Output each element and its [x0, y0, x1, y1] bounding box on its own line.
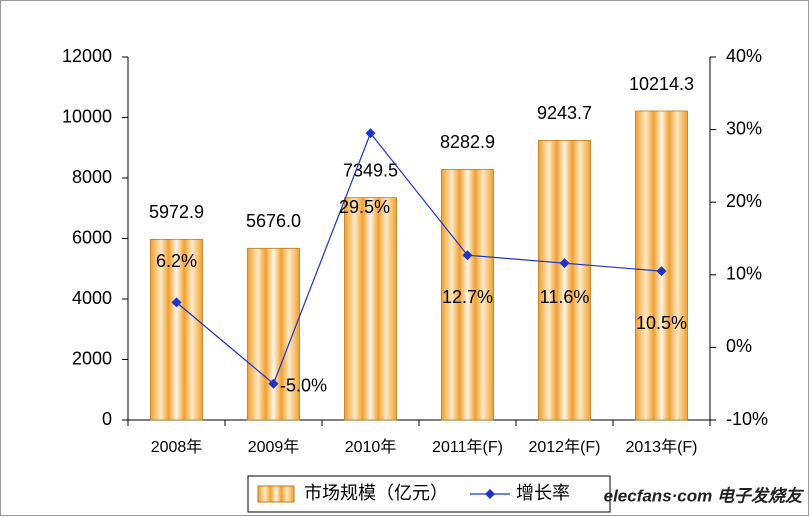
- legend-label: 增长率: [516, 483, 570, 503]
- y2-tick-label: 30%: [726, 118, 762, 138]
- legend-swatch: [257, 485, 295, 503]
- y-tick-label: 6000: [72, 227, 112, 247]
- line-marker: [559, 258, 570, 269]
- y-tick-label: 10000: [62, 106, 112, 126]
- line-value-label: 6.2%: [156, 251, 197, 271]
- y2-tick-label: 20%: [726, 191, 762, 211]
- line-marker: [171, 297, 182, 308]
- bar: [344, 197, 397, 421]
- y-tick-label: 4000: [72, 288, 112, 308]
- y-tick-label: 0: [102, 409, 112, 429]
- line-marker: [365, 128, 376, 139]
- growth-line: [176, 132, 662, 385]
- bar-value-label: 5972.9: [149, 202, 204, 222]
- line-value-label: -5.0%: [280, 375, 327, 395]
- x-tick-label: 2012年(F): [528, 438, 600, 456]
- line-value-label: 29.5%: [339, 197, 390, 217]
- line-marker: [268, 378, 279, 389]
- y2-tick-label: 0%: [726, 336, 752, 356]
- x-tick-label: 2009年: [248, 438, 300, 456]
- line-marker: [656, 266, 667, 277]
- watermark: elecfans·com 电子发烧友: [604, 486, 805, 505]
- y-tick-label: 12000: [62, 46, 112, 66]
- y2-tick-label: 40%: [726, 46, 762, 66]
- legend-marker: [485, 489, 495, 499]
- bar: [247, 247, 300, 421]
- bar: [150, 238, 203, 421]
- bar: [441, 169, 494, 421]
- y-tick-label: 2000: [72, 348, 112, 368]
- x-tick-label: 2011年(F): [432, 438, 503, 456]
- bar-value-label: 7349.5: [343, 160, 398, 180]
- y-tick-label: 8000: [72, 167, 112, 187]
- bar: [538, 139, 591, 421]
- legend-label: 市场规模（亿元）: [304, 483, 448, 503]
- line-marker: [462, 250, 473, 261]
- x-tick-label: 2010年: [345, 438, 397, 456]
- line-value-label: 10.5%: [636, 313, 687, 333]
- bar-value-label: 5676.0: [246, 211, 301, 231]
- bar: [635, 110, 688, 421]
- y2-tick-label: 10%: [726, 264, 762, 284]
- bar-value-label: 10214.3: [629, 74, 694, 94]
- x-tick-label: 2008年: [151, 438, 203, 456]
- line-value-label: 12.7%: [442, 287, 493, 307]
- line-value-label: 11.6%: [540, 287, 590, 307]
- bar-value-label: 8282.9: [440, 132, 495, 152]
- x-tick-label: 2013年(F): [625, 438, 697, 456]
- legend-box: [247, 475, 611, 513]
- y2-tick-label: -10%: [726, 409, 768, 429]
- bar-value-label: 9243.7: [537, 103, 592, 123]
